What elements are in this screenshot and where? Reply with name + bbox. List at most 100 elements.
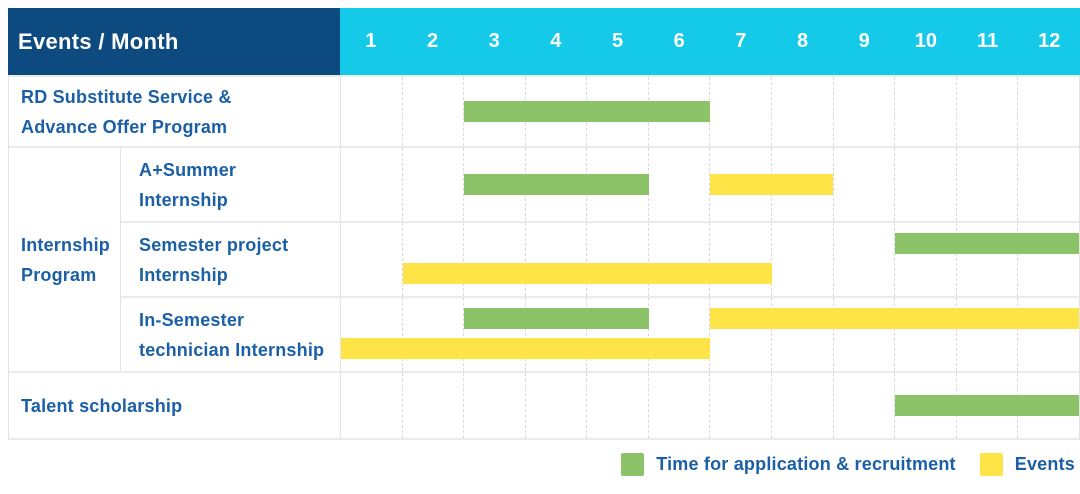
month-cell <box>834 223 896 296</box>
month-cell <box>772 298 834 371</box>
events-month-table: Events / Month 1 2 3 4 5 6 7 8 9 10 11 12 RD Substi… <box>8 8 1080 440</box>
month-header-cell: 4 <box>550 30 562 52</box>
legend: Time for application & recruitment Event… <box>621 453 1075 476</box>
row-label-line: Internship <box>139 264 229 285</box>
legend-item-application: Time for application & recruitment <box>621 453 956 476</box>
month-cell <box>649 148 711 221</box>
month-cell <box>649 223 711 296</box>
event-bar <box>402 263 772 284</box>
application-bar <box>464 101 710 122</box>
group-label-line: Internship <box>21 234 111 255</box>
month-cell <box>895 298 957 371</box>
month-header-row: 1 2 3 4 5 6 7 8 9 10 11 12 <box>340 8 1080 75</box>
legend-item-events: Events <box>979 453 1075 476</box>
month-cell <box>834 148 896 221</box>
event-bar <box>341 338 710 359</box>
month-cell <box>341 77 403 146</box>
event-color-swatch <box>979 453 1003 476</box>
month-cell <box>957 148 1019 221</box>
gantt-row-talent-scholarship <box>340 371 1080 440</box>
month-cell <box>710 298 773 371</box>
application-bar <box>464 308 649 329</box>
month-cell <box>710 223 773 296</box>
month-cell <box>957 77 1019 146</box>
event-bar <box>710 174 833 195</box>
month-cell <box>341 148 403 221</box>
month-cell <box>403 223 465 296</box>
application-bar <box>894 233 1079 254</box>
month-cell <box>464 298 526 371</box>
application-bar <box>464 174 649 195</box>
group-label-line: Program <box>21 264 97 285</box>
event-bar <box>710 308 1079 329</box>
month-header-cell: 6 <box>673 30 685 52</box>
month-cell <box>403 298 465 371</box>
month-cell <box>772 373 834 438</box>
month-header-cell: 1 <box>365 30 377 52</box>
month-header-cell: 9 <box>858 30 870 52</box>
row-label-line: A+Summer <box>139 159 237 180</box>
month-cell <box>834 298 896 371</box>
row-label-line: RD Substitute Service & <box>21 86 232 107</box>
row-label-rd-substitute-service: RD Substitute Service & Advance Offer Pr… <box>8 75 340 146</box>
month-header-cell: 2 <box>426 30 439 52</box>
row-label-talent-scholarship: Talent scholarship <box>8 371 340 440</box>
month-cell <box>587 373 649 438</box>
month-cell <box>710 373 773 438</box>
month-cell <box>403 77 465 146</box>
month-cell <box>1018 77 1079 146</box>
table-header-text: Events / Month <box>18 28 179 54</box>
month-cell <box>341 223 403 296</box>
month-header-cell: 5 <box>611 30 624 52</box>
row-label-line: technician Internship <box>139 339 325 360</box>
gantt-row-in-semester-technician-internship <box>340 296 1080 371</box>
month-cell <box>772 148 834 221</box>
month-header-cell: 3 <box>488 30 500 52</box>
month-cell <box>710 77 773 146</box>
month-cell <box>341 298 403 371</box>
month-cell <box>649 373 711 438</box>
application-color-swatch <box>621 453 645 476</box>
gantt-row-rd-substitute-service <box>340 75 1080 146</box>
month-header-cell: 10 <box>914 30 937 52</box>
month-cell <box>526 298 588 371</box>
month-cell <box>895 223 957 296</box>
month-cell <box>526 223 588 296</box>
month-cell <box>464 223 526 296</box>
month-cell <box>957 223 1019 296</box>
row-label-line: Internship <box>139 189 229 210</box>
row-label-semester-project-internship: Semester project Internship <box>120 221 340 296</box>
month-cell <box>587 298 649 371</box>
month-header-cell: 7 <box>735 30 747 52</box>
group-label-internship-program: Internship Program <box>8 146 120 371</box>
table-header-label: Events / Month <box>8 8 340 75</box>
month-cell <box>403 373 465 438</box>
row-label-in-semester-technician-internship: In-Semester technician Internship <box>120 296 340 371</box>
row-label-line: Talent scholarship <box>21 395 183 416</box>
row-label-line: Semester project <box>139 234 289 255</box>
month-cell <box>895 148 957 221</box>
month-cell <box>341 373 403 438</box>
month-cell <box>587 223 649 296</box>
month-cell <box>834 77 896 146</box>
application-bar <box>894 395 1079 416</box>
month-cell <box>1018 148 1079 221</box>
month-cell <box>403 148 465 221</box>
gantt-row-semester-project-internship <box>340 221 1080 296</box>
month-cell <box>464 373 526 438</box>
gantt-row-a-plus-summer-internship <box>340 146 1080 221</box>
month-cell <box>526 373 588 438</box>
row-label-a-plus-summer-internship: A+Summer Internship <box>120 146 340 221</box>
month-header-cell: 8 <box>796 30 809 52</box>
month-cell <box>772 223 834 296</box>
row-label-line: In-Semester <box>139 309 245 330</box>
legend-label: Events <box>1014 454 1075 474</box>
month-cell <box>957 298 1019 371</box>
month-cell <box>649 298 711 371</box>
month-header-cell: 11 <box>976 30 999 52</box>
legend-label: Time for application & recruitment <box>656 454 956 474</box>
month-cell <box>772 77 834 146</box>
month-cell <box>834 373 896 438</box>
month-header-cell: 12 <box>1038 30 1061 52</box>
